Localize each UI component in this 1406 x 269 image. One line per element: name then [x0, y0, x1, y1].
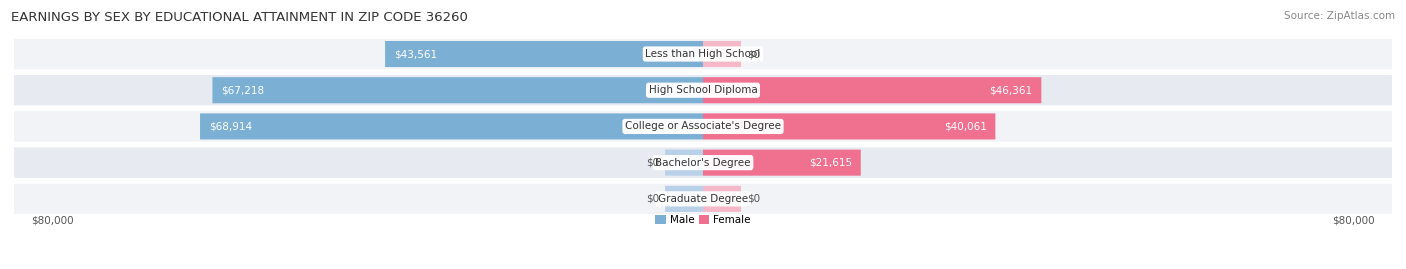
Text: $40,061: $40,061: [943, 121, 987, 132]
Text: $0: $0: [647, 194, 659, 204]
Text: High School Diploma: High School Diploma: [648, 85, 758, 95]
Text: College or Associate's Degree: College or Associate's Degree: [626, 121, 780, 132]
FancyBboxPatch shape: [703, 150, 860, 176]
FancyBboxPatch shape: [703, 114, 995, 139]
FancyBboxPatch shape: [212, 77, 703, 103]
FancyBboxPatch shape: [703, 77, 1042, 103]
Text: Less than High School: Less than High School: [645, 49, 761, 59]
Legend: Male, Female: Male, Female: [655, 215, 751, 225]
Text: $0: $0: [747, 49, 759, 59]
Text: Source: ZipAtlas.com: Source: ZipAtlas.com: [1284, 11, 1395, 21]
FancyBboxPatch shape: [14, 147, 1392, 178]
Text: $68,914: $68,914: [209, 121, 252, 132]
FancyBboxPatch shape: [14, 39, 1392, 69]
FancyBboxPatch shape: [200, 114, 703, 139]
Text: EARNINGS BY SEX BY EDUCATIONAL ATTAINMENT IN ZIP CODE 36260: EARNINGS BY SEX BY EDUCATIONAL ATTAINMEN…: [11, 11, 468, 24]
FancyBboxPatch shape: [703, 186, 741, 212]
Text: $46,361: $46,361: [990, 85, 1032, 95]
Text: $0: $0: [647, 158, 659, 168]
Text: $0: $0: [747, 194, 759, 204]
FancyBboxPatch shape: [703, 41, 741, 67]
Text: $43,561: $43,561: [394, 49, 437, 59]
Text: Bachelor's Degree: Bachelor's Degree: [655, 158, 751, 168]
FancyBboxPatch shape: [385, 41, 703, 67]
FancyBboxPatch shape: [14, 184, 1392, 214]
Text: $80,000: $80,000: [31, 215, 75, 226]
FancyBboxPatch shape: [665, 150, 703, 176]
Text: $67,218: $67,218: [221, 85, 264, 95]
FancyBboxPatch shape: [665, 186, 703, 212]
FancyBboxPatch shape: [14, 75, 1392, 105]
Text: $21,615: $21,615: [808, 158, 852, 168]
FancyBboxPatch shape: [14, 111, 1392, 142]
Text: Graduate Degree: Graduate Degree: [658, 194, 748, 204]
Text: $80,000: $80,000: [1331, 215, 1375, 226]
